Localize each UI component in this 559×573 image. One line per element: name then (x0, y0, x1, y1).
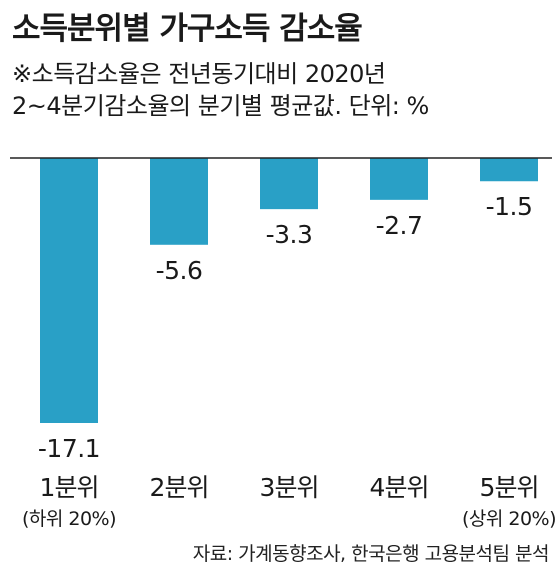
subtitle-line-2: 2~4분기감소율의 분기별 평균값. 단위: % (12, 92, 429, 120)
category-label: 3분위 (260, 473, 319, 502)
data-label: -2.7 (376, 211, 423, 240)
category-label: 1분위 (40, 473, 99, 502)
bar (260, 158, 318, 210)
data-label: -17.1 (38, 434, 100, 463)
source-note: 자료: 가계동향조사, 한국은행 고용분석팀 분석 (192, 543, 550, 565)
bar (480, 158, 538, 182)
chart-subtitle: ※소득감소율은 전년동기대비 2020년 2~4분기감소율의 분기별 평균값. … (12, 58, 429, 122)
bar (150, 158, 208, 245)
bar (370, 158, 428, 200)
category-label: 4분위 (370, 473, 429, 502)
chart-title: 소득분위별 가구소득 감소율 (12, 11, 363, 47)
category-note: (상위 20%) (462, 508, 556, 530)
category-note: (하위 20%) (22, 508, 116, 530)
data-label: -3.3 (266, 220, 313, 249)
data-label: -1.5 (486, 192, 533, 221)
data-label: -5.6 (156, 256, 203, 285)
category-label: 2분위 (150, 473, 209, 502)
subtitle-line-1: ※소득감소율은 전년동기대비 2020년 (12, 60, 386, 88)
category-label: 5분위 (480, 473, 539, 502)
bar (40, 158, 98, 423)
